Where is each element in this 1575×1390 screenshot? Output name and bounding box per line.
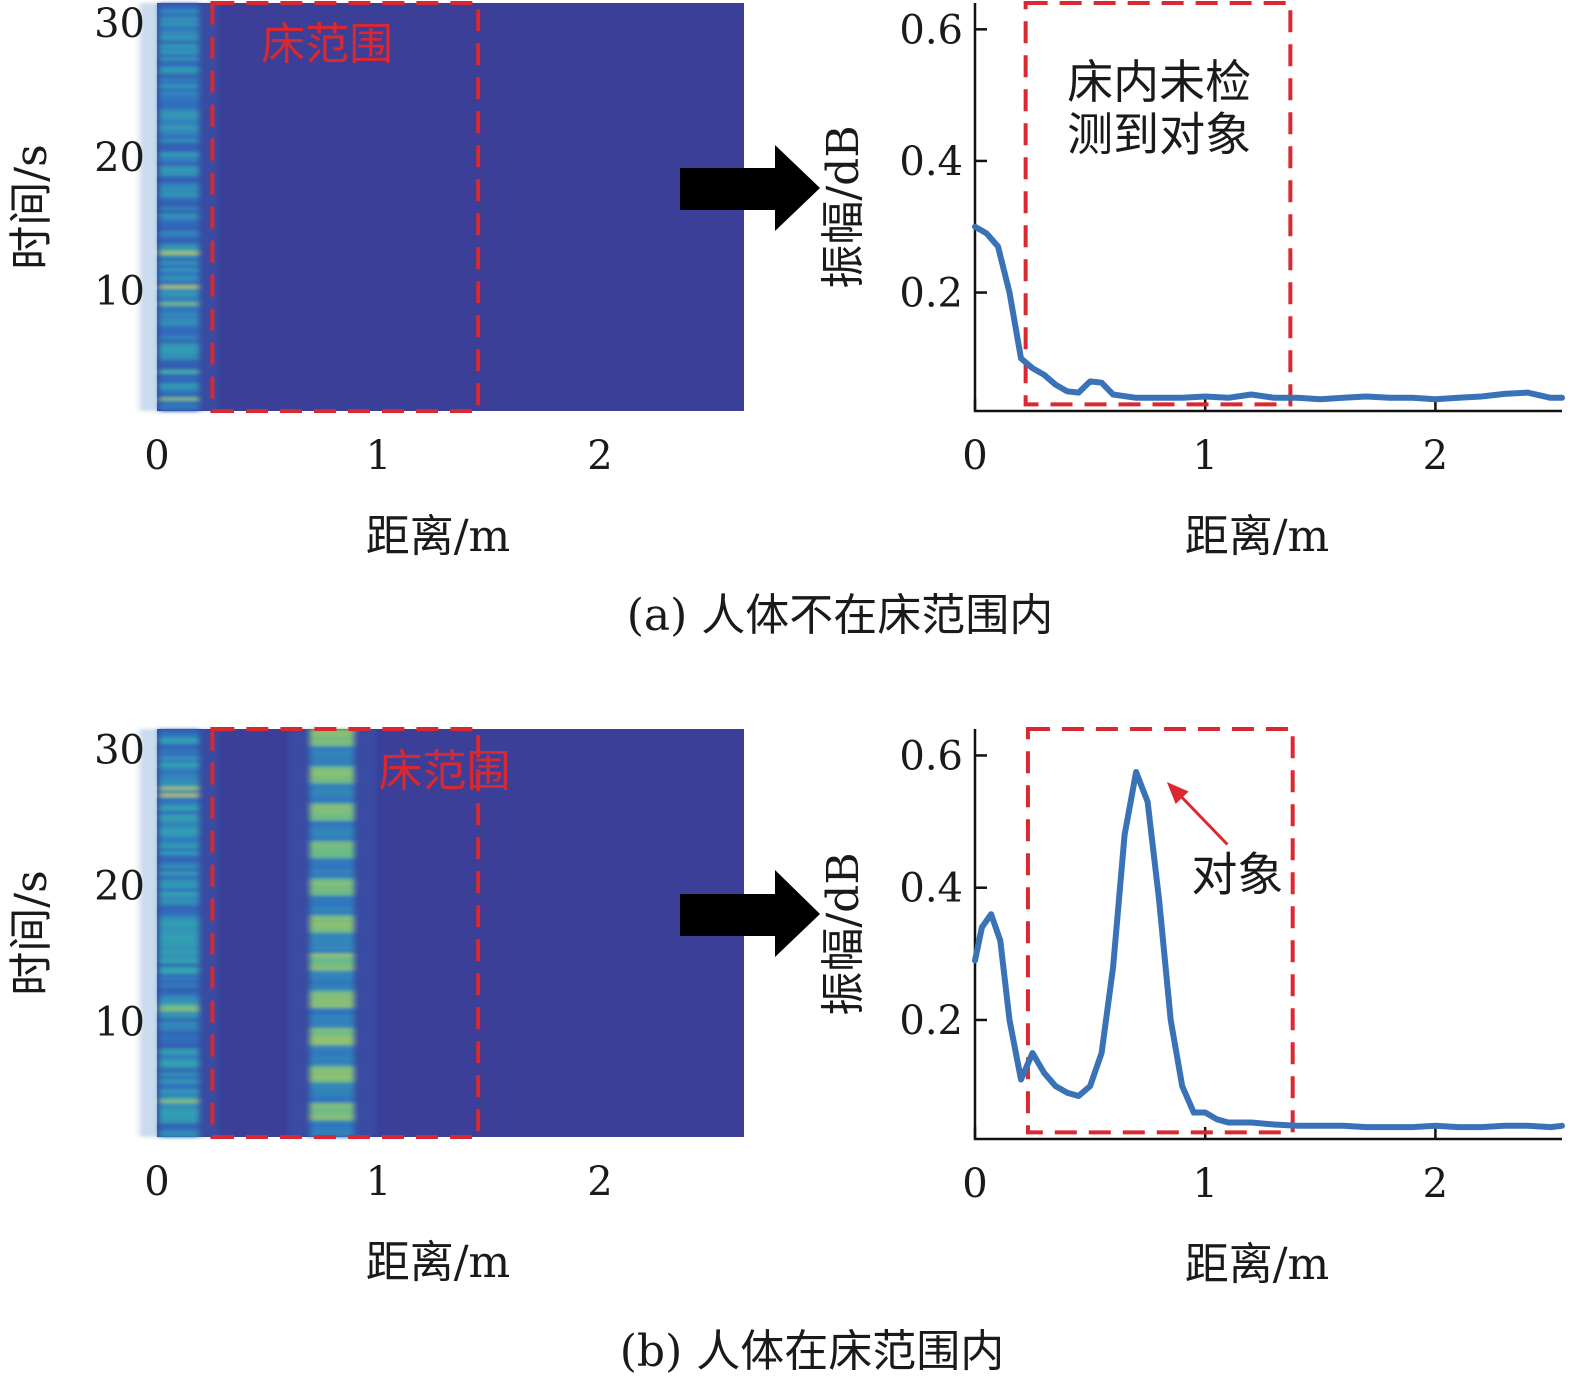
y-tick-labels: 10 20 30 — [94, 727, 145, 1045]
heatmap-halo — [139, 3, 220, 411]
x-tick-label: 2 — [1423, 433, 1448, 479]
axes-frame — [973, 3, 1562, 413]
x-axis-label: 距离/m — [366, 1237, 511, 1288]
heatmap-background — [157, 3, 744, 411]
x-axis-label: 距离/m — [1185, 1239, 1330, 1290]
panel-a-heatmap: 床范围 0 1 2 10 20 30 距离/m 时间/s — [6, 1, 744, 562]
heatmap-stripes — [139, 729, 377, 1138]
y-tick-labels: 0.2 0.4 0.6 — [899, 7, 963, 316]
bed-range-box — [210, 1, 481, 413]
x-tick-label: 1 — [366, 433, 391, 479]
x-tick-labels: 0 1 2 — [962, 1161, 1448, 1207]
y-tick-label: 0.4 — [899, 866, 963, 912]
x-tick-label: 0 — [962, 433, 987, 479]
x-tick-label: 0 — [144, 1159, 169, 1205]
heatmap-background — [157, 729, 744, 1137]
x-axis-label: 距离/m — [1185, 511, 1330, 562]
heatmap-stripes — [139, 3, 220, 412]
transition-arrow-icon — [680, 145, 820, 231]
heatmap-halo — [139, 729, 220, 1137]
amplitude-series-line — [972, 223, 1565, 403]
object-pointer-arrow — [1173, 788, 1229, 846]
y-tick-label: 20 — [94, 135, 145, 181]
y-tick-label: 0.6 — [899, 7, 963, 53]
x-tick-label: 2 — [587, 1159, 612, 1205]
object-label: 对象 — [1191, 847, 1283, 901]
tick-marks — [973, 754, 1437, 1139]
x-tick-labels: 0 1 2 — [144, 433, 612, 479]
caption-a: (a) 人体不在床范围内 — [627, 590, 1054, 641]
x-tick-labels: 0 1 2 — [144, 1159, 612, 1205]
panel-a-line-chart: 床内未检 测到对象 0 1 2 0.2 0.4 0.6 距离/m 振幅/dB — [818, 1, 1565, 562]
heatmap-halo — [287, 729, 377, 1137]
x-tick-label: 1 — [1192, 1161, 1217, 1207]
x-tick-label: 0 — [144, 433, 169, 479]
bed-range-label: 床范围 — [261, 19, 393, 70]
heatmap-cells — [139, 3, 744, 412]
panel-b-line-chart: 对象 0 1 2 0.2 0.4 0.6 距离/m 振幅/dB — [818, 727, 1565, 1290]
object-pointer-arrowhead — [1166, 781, 1189, 805]
y-tick-label: 30 — [94, 727, 145, 773]
y-axis-label: 时间/s — [6, 144, 57, 269]
bed-range-box — [1025, 727, 1295, 1135]
y-axis-label: 振幅/dB — [818, 125, 869, 288]
y-tick-label: 20 — [94, 863, 145, 909]
x-tick-label: 1 — [1192, 433, 1217, 479]
y-tick-label: 0.2 — [899, 998, 963, 1044]
bed-range-box — [1023, 1, 1293, 407]
y-tick-labels: 0.2 0.4 0.6 — [899, 733, 963, 1044]
caption-b: (b) 人体在床范围内 — [620, 1326, 1004, 1377]
x-tick-labels: 0 1 2 — [962, 433, 1448, 479]
x-tick-label: 2 — [587, 433, 612, 479]
y-axis-label: 振幅/dB — [818, 852, 869, 1015]
y-tick-label: 10 — [94, 269, 145, 315]
transition-arrow-icon — [680, 870, 820, 957]
y-tick-label: 0.2 — [899, 271, 963, 317]
y-tick-labels: 10 20 30 — [94, 1, 145, 315]
x-tick-label: 0 — [962, 1161, 987, 1207]
panel-b-heatmap: 床范围 0 1 2 10 20 30 距离/m 时间/s — [6, 727, 744, 1288]
y-axis-label: 时间/s — [6, 870, 57, 995]
y-tick-label: 30 — [94, 1, 145, 47]
amplitude-series-line — [972, 769, 1565, 1131]
no-object-label-line1: 床内未检 — [1067, 55, 1251, 109]
heatmap-cells — [139, 729, 744, 1138]
x-tick-label: 2 — [1423, 1161, 1448, 1207]
no-object-label-line2: 测到对象 — [1067, 108, 1251, 162]
y-tick-label: 0.6 — [899, 733, 963, 779]
x-axis-label: 距离/m — [366, 511, 511, 562]
arrow-b — [680, 870, 820, 957]
bed-range-box — [210, 727, 481, 1139]
bed-range-label: 床范围 — [379, 746, 511, 797]
axes-frame — [973, 729, 1562, 1141]
y-tick-label: 10 — [94, 999, 145, 1045]
x-tick-label: 1 — [366, 1159, 391, 1205]
arrow-a — [680, 145, 820, 231]
y-tick-label: 0.4 — [899, 139, 963, 185]
